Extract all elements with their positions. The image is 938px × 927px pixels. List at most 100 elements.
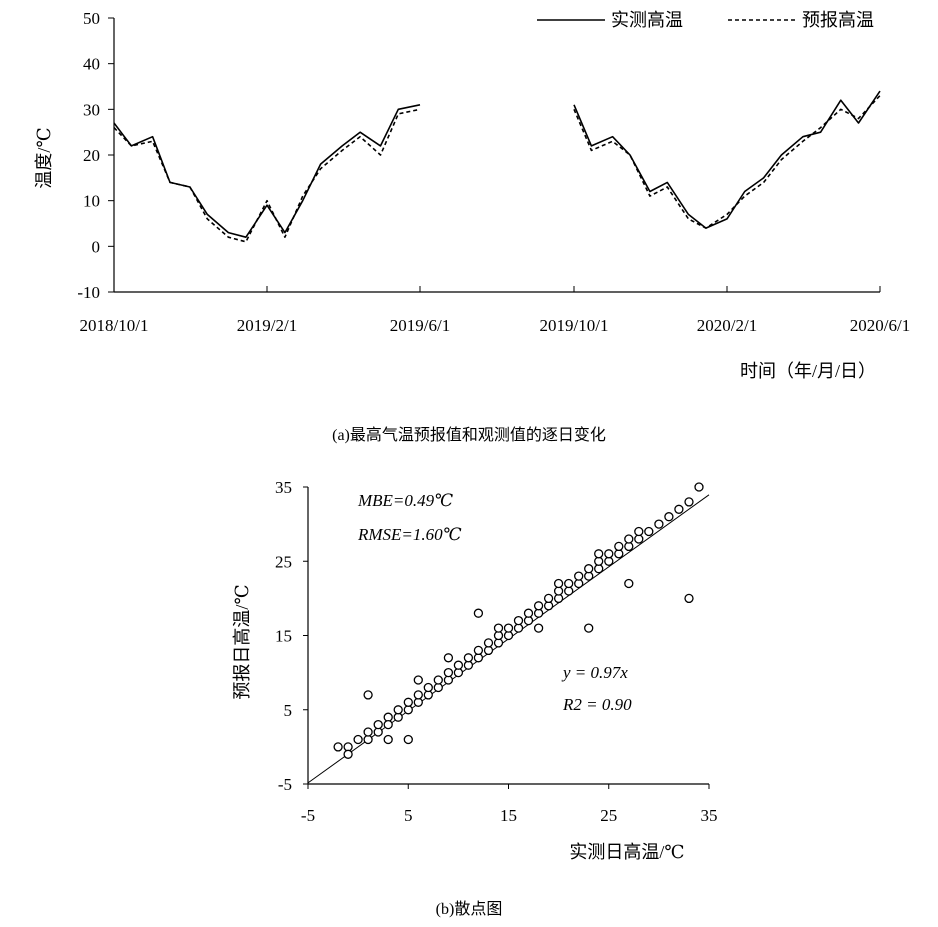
scatter-point xyxy=(584,623,594,633)
scatter-point xyxy=(604,556,614,566)
scatter-x-tick-label: 25 xyxy=(600,806,617,825)
x-tick-label: 2020/2/1 xyxy=(697,316,757,335)
x-tick-label: 2019/6/1 xyxy=(390,316,450,335)
scatter-point xyxy=(483,638,494,648)
scatter-point xyxy=(523,608,534,618)
observed-line xyxy=(113,104,421,238)
scatter-point xyxy=(543,593,554,604)
caption-b: (b)散点图 xyxy=(436,900,503,918)
scatter-point xyxy=(574,571,584,581)
series-lines xyxy=(113,90,881,243)
scatter-point xyxy=(343,749,353,759)
scatter-point xyxy=(553,586,564,596)
scatter-y-tick-label: -5 xyxy=(278,775,292,794)
scatter-point xyxy=(553,578,564,589)
scatter-point xyxy=(363,690,373,700)
scatter-point xyxy=(634,534,644,544)
axes xyxy=(113,18,880,293)
r-squared: R2 = 0.90 xyxy=(562,695,632,714)
scatter-point xyxy=(664,512,674,522)
scatter-point xyxy=(634,526,644,537)
scatter-point xyxy=(614,541,624,552)
y-tick-label: -10 xyxy=(77,283,100,302)
scatter-point xyxy=(604,549,614,559)
scatter-ticks: -5 5 15 25 35 -5 5 15 25 35 xyxy=(275,478,718,825)
scatter-point xyxy=(463,653,474,663)
scatter-point xyxy=(413,675,423,685)
scatter-y-tick-label: 15 xyxy=(275,627,292,646)
scatter-y-label: 预报日高温/℃ xyxy=(232,584,252,699)
y-tick-label: 0 xyxy=(92,237,101,256)
scatter-point xyxy=(443,653,454,663)
scatter-x-label: 实测日高温/℃ xyxy=(569,842,684,862)
scatter-point xyxy=(473,608,484,618)
scatter-point xyxy=(503,623,514,633)
y-tick-label: 30 xyxy=(83,100,100,119)
time-series-chart: -10 0 10 20 30 40 50 2018/10/1 2019/2/1 2019/6/1… xyxy=(34,9,910,444)
legend-forecast-label: 预报高温 xyxy=(802,10,874,30)
scatter-point xyxy=(403,734,413,745)
scatter-point xyxy=(513,615,524,626)
scatter-point xyxy=(473,645,484,656)
y-axis-ticks: -10 0 10 20 30 40 50 xyxy=(77,9,114,302)
x-tick-label: 2020/6/1 xyxy=(850,316,910,335)
scatter-y-tick-label: 25 xyxy=(275,552,292,571)
scatter-x-tick-label: -5 xyxy=(301,806,315,825)
x-tick-label: 2019/10/1 xyxy=(540,316,609,335)
rmse-annotation: RMSE=1.60℃ xyxy=(357,525,462,544)
scatter-point xyxy=(564,586,574,596)
legend: 实测高温 预报高温 xyxy=(537,10,874,30)
scatter-point xyxy=(453,660,464,670)
scatter-point xyxy=(684,593,694,604)
scatter-point xyxy=(624,534,634,544)
scatter-point xyxy=(493,623,504,633)
y-tick-label: 50 xyxy=(83,9,100,28)
scatter-x-tick-label: 5 xyxy=(404,806,413,825)
scatter-point xyxy=(594,556,604,566)
scatter-point xyxy=(644,526,654,537)
scatter-x-tick-label: 15 xyxy=(500,806,517,825)
scatter-x-tick-label: 35 xyxy=(701,806,718,825)
scatter-point xyxy=(533,623,544,633)
scatter-point xyxy=(363,727,373,737)
scatter-point xyxy=(674,504,684,514)
scatter-point xyxy=(624,578,634,589)
scatter-point xyxy=(694,482,704,492)
legend-observed-label: 实测高温 xyxy=(611,10,683,30)
y-tick-label: 10 xyxy=(83,192,100,211)
forecast-line xyxy=(113,108,421,243)
forecast-line xyxy=(573,95,881,229)
scatter-point xyxy=(684,497,694,507)
scatter-point xyxy=(363,734,373,745)
scatter-point xyxy=(383,719,393,730)
scatter-point xyxy=(594,549,604,559)
scatter-point xyxy=(513,623,524,633)
scatter-point xyxy=(373,719,383,730)
fit-equation: y = 0.97x xyxy=(561,663,628,682)
scatter-point xyxy=(533,601,544,611)
x-axis-label: 时间（年/月/日） xyxy=(740,361,876,381)
scatter-point xyxy=(423,682,433,693)
scatter-point xyxy=(564,578,574,589)
mbe-annotation: MBE=0.49℃ xyxy=(357,491,453,510)
scatter-point xyxy=(483,645,494,656)
caption-a: (a)最高气温预报值和观测值的逐日变化 xyxy=(332,426,606,444)
scatter-point xyxy=(654,519,664,529)
scatter-point xyxy=(403,697,413,707)
scatter-point xyxy=(383,734,393,745)
scatter-point xyxy=(433,675,443,685)
scatter-y-tick-label: 5 xyxy=(284,701,293,720)
scatter-point xyxy=(443,667,454,678)
scatter-point xyxy=(403,705,413,715)
scatter-point xyxy=(333,742,343,752)
observed-line xyxy=(573,90,881,229)
y-tick-label: 40 xyxy=(83,55,100,74)
scatter-points xyxy=(333,482,704,759)
x-tick-label: 2019/2/1 xyxy=(237,316,297,335)
scatter-y-tick-label: 35 xyxy=(275,478,292,497)
y-axis-label: 温度/℃ xyxy=(34,127,54,188)
x-tick-label: 2018/10/1 xyxy=(80,316,149,335)
y-tick-label: 20 xyxy=(83,146,100,165)
